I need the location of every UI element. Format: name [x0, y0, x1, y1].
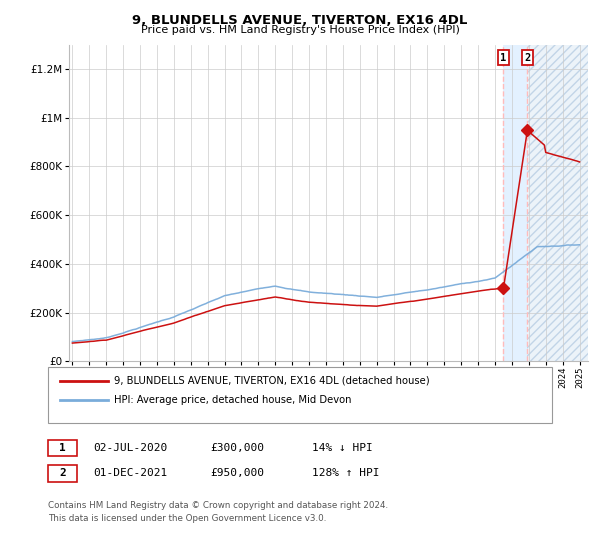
- Text: 01-DEC-2021: 01-DEC-2021: [93, 468, 167, 478]
- Text: 1: 1: [59, 443, 66, 453]
- Bar: [527, 45, 588, 361]
- Text: £300,000: £300,000: [210, 443, 264, 453]
- Text: 9, BLUNDELLS AVENUE, TIVERTON, EX16 4DL: 9, BLUNDELLS AVENUE, TIVERTON, EX16 4DL: [133, 14, 467, 27]
- Bar: [503, 45, 527, 361]
- Text: 2: 2: [524, 53, 530, 63]
- Text: 14% ↓ HPI: 14% ↓ HPI: [312, 443, 373, 453]
- Text: Price paid vs. HM Land Registry's House Price Index (HPI): Price paid vs. HM Land Registry's House …: [140, 25, 460, 35]
- Text: 128% ↑ HPI: 128% ↑ HPI: [312, 468, 380, 478]
- Text: Contains HM Land Registry data © Crown copyright and database right 2024.
This d: Contains HM Land Registry data © Crown c…: [48, 501, 388, 522]
- Text: 2: 2: [59, 468, 66, 478]
- Text: 9, BLUNDELLS AVENUE, TIVERTON, EX16 4DL (detached house): 9, BLUNDELLS AVENUE, TIVERTON, EX16 4DL …: [114, 376, 430, 386]
- Text: HPI: Average price, detached house, Mid Devon: HPI: Average price, detached house, Mid …: [114, 395, 352, 405]
- Text: 02-JUL-2020: 02-JUL-2020: [93, 443, 167, 453]
- Text: 1: 1: [500, 53, 506, 63]
- Text: £950,000: £950,000: [210, 468, 264, 478]
